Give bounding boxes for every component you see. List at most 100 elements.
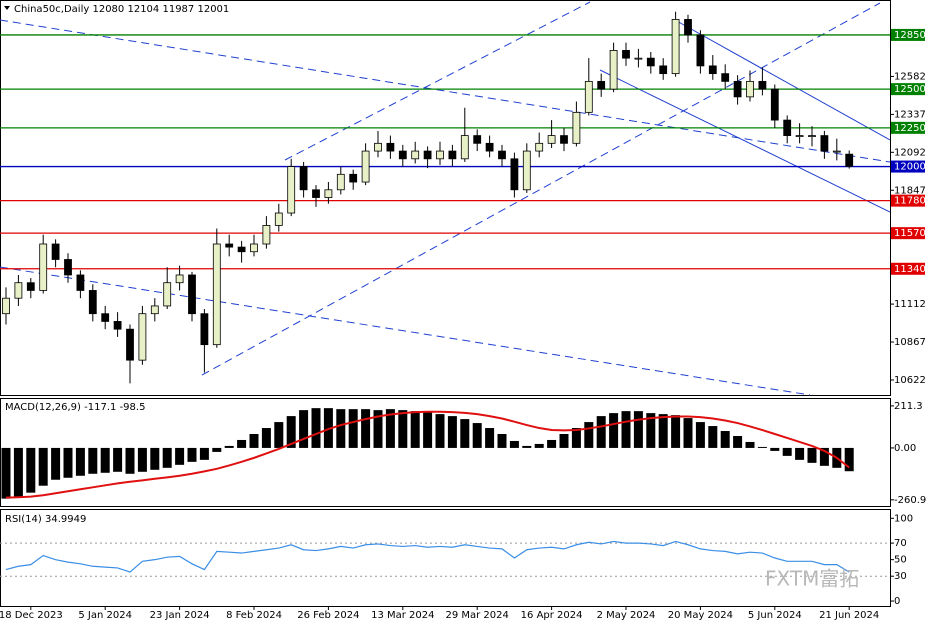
macd-bar: [658, 414, 668, 448]
macd-bar: [695, 422, 705, 448]
y-tick-label: 11847: [894, 185, 926, 196]
candle-body: [349, 173, 358, 183]
candle-body: [126, 328, 134, 361]
candle-body: [163, 282, 172, 307]
main-panel: [0, 0, 891, 396]
level-label-box: [891, 28, 925, 41]
candle-body: [262, 225, 271, 245]
trend-line: [201, 2, 881, 376]
candle-body: [795, 135, 804, 137]
x-tick-label: 8 Feb 2024: [226, 610, 282, 621]
x-tick-label: 5 Jan 2024: [78, 610, 132, 621]
macd-bar: [472, 423, 482, 448]
candle-body: [113, 321, 122, 330]
candle-body: [398, 150, 407, 160]
x-tick-label: 13 Mar 2024: [371, 610, 434, 621]
trend-line: [674, 19, 891, 141]
y-tick-label: 12582: [894, 71, 926, 82]
macd-bar: [497, 434, 507, 448]
candle-body: [299, 166, 308, 191]
candle-body: [547, 135, 556, 144]
x-tick-label: 16 Apr 2024: [521, 610, 583, 621]
macd-bar: [547, 439, 557, 448]
macd-bar: [534, 443, 544, 448]
rsi-line: [5, 540, 850, 573]
candle-body: [26, 282, 35, 291]
y-tick-label: 50: [894, 555, 907, 566]
x-tick-label: 29 Mar 2024: [445, 610, 508, 621]
candle-body: [361, 150, 370, 183]
macd-bar: [757, 446, 767, 448]
macd-value: -117.1: [84, 402, 116, 413]
candle-body: [39, 243, 48, 291]
macd-bar: [299, 410, 309, 448]
macd-bar: [844, 447, 854, 472]
macd-bar: [385, 409, 395, 448]
level-label: 12500: [894, 84, 926, 95]
macd-title: MACD(12,26,9) -117.1 -98.5: [5, 402, 145, 413]
candle-body: [448, 150, 457, 160]
candle-body: [188, 274, 196, 315]
macd-bar: [819, 447, 829, 466]
level-label: 12000: [894, 162, 926, 173]
macd-bar: [522, 445, 532, 448]
macd-bar: [13, 447, 23, 497]
candle-body: [609, 50, 618, 90]
trend-line: [0, 266, 811, 396]
candle-body: [510, 158, 519, 191]
trend-line: [0, 19, 891, 163]
signal-value: -98.5: [120, 402, 146, 413]
candle-body: [274, 212, 283, 226]
level-label: 11570: [894, 228, 926, 239]
level-label: 11780: [894, 196, 926, 207]
watermark: FXTM富拓: [765, 567, 859, 591]
candle-body: [324, 189, 333, 198]
candle-body: [498, 150, 506, 160]
candle-body: [597, 80, 606, 90]
candle-body: [225, 243, 234, 248]
level-label: 12850: [894, 30, 926, 41]
level-label-box: [891, 227, 925, 240]
candle-body: [721, 73, 730, 82]
macd-bar: [125, 447, 135, 474]
macd-bar: [1, 447, 11, 499]
macd-bar: [782, 447, 792, 456]
macd-bar: [199, 447, 209, 460]
candle-body: [436, 150, 444, 160]
candle-body: [51, 243, 60, 260]
macd-bar: [559, 434, 569, 448]
candle-body: [237, 246, 246, 253]
candle-body: [622, 50, 630, 59]
level-label: 12250: [894, 123, 926, 134]
macd-bar: [150, 447, 160, 470]
macd-bar: [795, 447, 805, 460]
macd-bar: [63, 447, 73, 478]
level-label-box: [891, 121, 925, 134]
symbol: China50c,Daily: [14, 4, 89, 15]
candle-body: [671, 19, 680, 75]
y-tick-label: 70: [894, 538, 907, 549]
y-tick-label: 0: [894, 596, 900, 607]
macd-bar: [348, 409, 358, 448]
candle-body: [336, 173, 345, 191]
candle-body: [287, 166, 296, 214]
candle-body: [522, 150, 531, 191]
macd-bar: [807, 447, 817, 463]
macd-bar: [683, 418, 693, 448]
x-tick-label: 18 Dec 2023: [0, 610, 63, 621]
candle-body: [460, 135, 469, 160]
macd-bar: [261, 428, 271, 448]
y-tick-label: 211.3: [894, 401, 923, 412]
candle-body: [832, 150, 841, 153]
y-tick-label: 10867: [894, 337, 926, 348]
candle-body: [250, 243, 258, 253]
y-tick-label: 12092: [894, 147, 926, 158]
candle-body: [659, 65, 668, 75]
candle-body: [696, 34, 705, 67]
macd-bar: [770, 447, 780, 451]
candle-body: [684, 19, 692, 36]
candle-body: [820, 135, 829, 152]
x-tick-label: 20 May 2024: [668, 610, 733, 621]
x-tick-label: 26 Feb 2024: [297, 610, 359, 621]
